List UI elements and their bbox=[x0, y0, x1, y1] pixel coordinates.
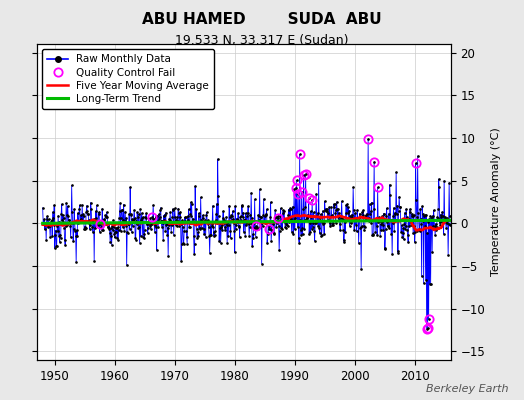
Legend: Raw Monthly Data, Quality Control Fail, Five Year Moving Average, Long-Term Tren: Raw Monthly Data, Quality Control Fail, … bbox=[42, 49, 214, 109]
Text: Berkeley Earth: Berkeley Earth bbox=[426, 384, 508, 394]
Y-axis label: Temperature Anomaly (°C): Temperature Anomaly (°C) bbox=[490, 128, 500, 276]
Text: ABU HAMED        SUDA  ABU: ABU HAMED SUDA ABU bbox=[142, 12, 382, 27]
Text: 19.533 N, 33.317 E (Sudan): 19.533 N, 33.317 E (Sudan) bbox=[175, 34, 349, 47]
